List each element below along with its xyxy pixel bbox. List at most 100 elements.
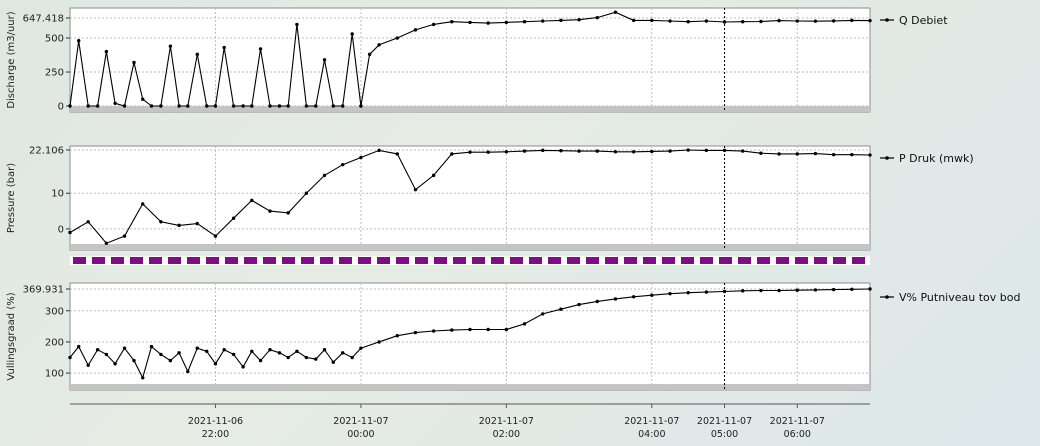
data-point [177,104,181,108]
data-point [577,17,581,22]
baseline-bar [70,384,870,390]
data-point [250,349,254,353]
data-point [595,15,599,20]
status-segment [776,257,789,264]
data-point [86,220,90,224]
data-point [241,104,245,108]
data-point [314,104,318,108]
data-point [141,202,145,206]
data-point [304,191,309,195]
data-point [504,20,509,25]
data-point [613,10,618,14]
data-point [86,363,90,368]
data-point [277,351,282,355]
y-tick-label: 250 [45,68,64,79]
data-point [95,104,100,108]
data-point [205,349,209,353]
legend-label: V% Putniveau tov bod [899,291,1020,304]
legend-marker [885,156,889,160]
plot-area [69,7,871,113]
legend-label: Q Debiet [899,14,948,27]
data-point [168,44,173,48]
data-point [831,19,836,23]
data-point [104,352,109,357]
data-point [522,20,527,24]
data-point [831,287,836,292]
data-point [631,295,636,299]
status-segment [700,257,713,264]
x-tick-label-date: 2021-11-07 [333,416,388,427]
data-point [177,351,181,355]
data-point [741,289,745,293]
data-point [486,150,490,154]
data-point [504,327,509,332]
data-point [777,152,781,156]
data-point [322,58,327,62]
data-point [486,327,490,332]
status-segment [73,257,86,264]
data-point [431,329,436,333]
status-strip [70,256,870,265]
data-point [613,297,618,301]
data-point [577,302,581,307]
data-point [122,346,127,350]
data-point [68,104,72,108]
data-point [777,18,781,23]
data-point [795,19,799,23]
data-point [831,152,836,157]
status-segment [757,257,770,264]
data-point [650,149,654,154]
x-tick-label-time: 05:00 [711,429,738,440]
status-segment [263,257,276,264]
data-point [395,152,399,156]
status-segment [624,257,637,264]
data-point [686,291,690,295]
data-point [186,104,190,108]
data-point [205,104,209,108]
data-point [468,327,472,332]
data-point [268,104,272,108]
data-point [168,358,173,363]
data-point [850,18,854,23]
status-segment [415,257,428,264]
data-point [304,355,309,360]
data-point [468,150,472,154]
data-point [413,330,418,335]
data-point [231,352,236,357]
status-segment [510,257,523,264]
data-point [177,223,181,228]
data-point [559,18,563,23]
data-point [314,357,318,361]
data-point [268,348,272,352]
x-tick-label-date: 2021-11-07 [479,416,534,427]
x-tick-label-date: 2021-11-06 [188,416,243,427]
status-segment [529,257,542,264]
chart-panel-3: 100 200 300 369.931 Vullingsgraad (%) V% Putn… [6,282,1020,391]
data-point [795,288,799,292]
data-point [868,18,872,23]
y-axis-label: Discharge (m3/uur) [6,11,17,108]
y-tick-label: 10 [51,189,64,200]
status-segment [168,257,181,264]
status-segment [358,257,371,264]
data-point [431,22,436,27]
data-point [113,362,117,366]
status-segment [681,257,694,264]
data-point [195,221,199,226]
y-tick-label: 647.418 [23,14,64,25]
status-segment [852,257,865,264]
status-strip-bg [70,256,870,265]
series-line [69,11,871,107]
data-point [559,149,563,153]
y-tick-label: 200 [45,337,64,348]
y-tick-label: 369.931 [23,285,64,296]
data-point [486,21,490,25]
chart-panel-1: 0 250 500 647.418 Discharge (m3/uur) Q Debiet [6,7,948,113]
data-point [222,45,226,50]
baseline-bar [70,106,870,112]
data-point [450,152,454,156]
data-point [686,20,690,24]
status-segment [282,257,295,264]
status-segment [396,257,409,264]
data-point [86,104,90,108]
